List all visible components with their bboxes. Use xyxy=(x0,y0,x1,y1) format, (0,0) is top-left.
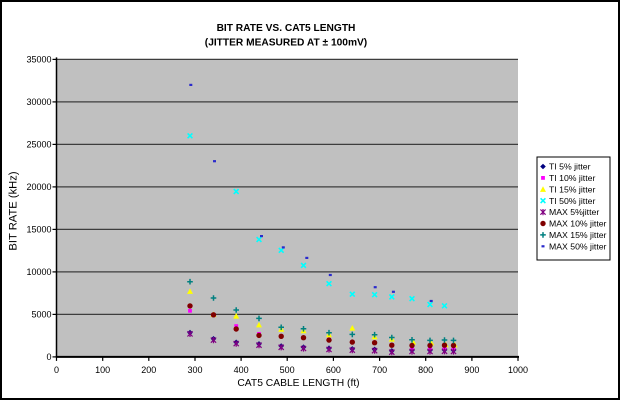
svg-text:100: 100 xyxy=(95,365,110,375)
svg-text:TI 50% jitter: TI 50% jitter xyxy=(549,196,595,206)
svg-text:0: 0 xyxy=(54,365,59,375)
svg-text:20000: 20000 xyxy=(26,182,51,192)
svg-text:1000: 1000 xyxy=(508,365,528,375)
svg-text:(JITTER MEASURED AT ± 100mV): (JITTER MEASURED AT ± 100mV) xyxy=(205,38,367,49)
svg-text:300: 300 xyxy=(187,365,202,375)
svg-text:MAX 15% jitter: MAX 15% jitter xyxy=(549,230,607,240)
svg-text:TI 15% jitter: TI 15% jitter xyxy=(549,184,595,194)
svg-text:MAX 10% jitter: MAX 10% jitter xyxy=(549,219,607,229)
svg-text:900: 900 xyxy=(464,365,479,375)
svg-text:200: 200 xyxy=(141,365,156,375)
svg-text:0: 0 xyxy=(46,352,51,362)
svg-text:CAT5 CABLE LENGTH (ft): CAT5 CABLE LENGTH (ft) xyxy=(237,378,359,389)
svg-text:BIT RATE (kHz): BIT RATE (kHz) xyxy=(8,171,20,250)
svg-text:TI 10% jitter: TI 10% jitter xyxy=(549,173,595,183)
svg-text:5000: 5000 xyxy=(31,310,51,320)
svg-text:700: 700 xyxy=(372,365,387,375)
svg-text:800: 800 xyxy=(418,365,433,375)
svg-text:10000: 10000 xyxy=(26,267,51,277)
svg-text:35000: 35000 xyxy=(26,55,51,65)
svg-text:15000: 15000 xyxy=(26,225,51,235)
svg-text:25000: 25000 xyxy=(26,140,51,150)
svg-text:400: 400 xyxy=(234,365,249,375)
svg-text:500: 500 xyxy=(280,365,295,375)
svg-text:TI 5% jitter: TI 5% jitter xyxy=(549,162,591,172)
svg-text:30000: 30000 xyxy=(26,97,51,107)
svg-text:BIT RATE VS. CAT5 LENGTH: BIT RATE VS. CAT5 LENGTH xyxy=(217,23,356,34)
svg-text:MAX 5%jitter: MAX 5%jitter xyxy=(549,207,599,217)
svg-text:MAX 50% jitter: MAX 50% jitter xyxy=(549,241,607,251)
svg-text:600: 600 xyxy=(326,365,341,375)
